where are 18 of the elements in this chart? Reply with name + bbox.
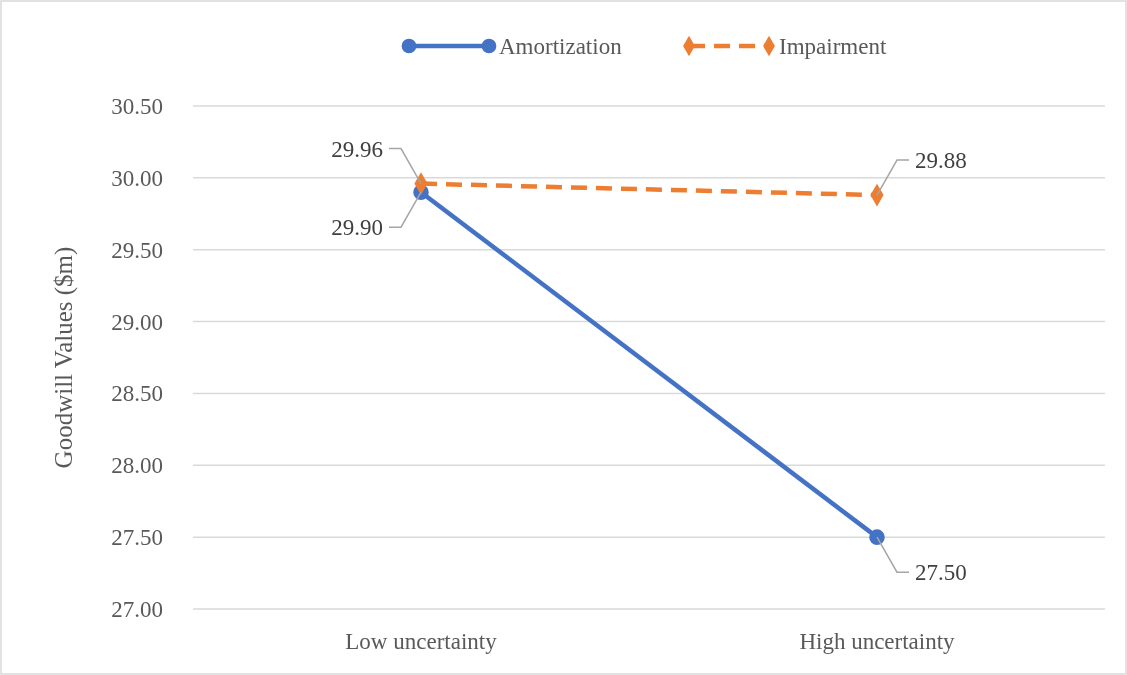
y-tick-label: 30.50 — [111, 94, 163, 120]
x-tick-label: Low uncertainty — [345, 629, 498, 654]
data-label: 27.50 — [915, 560, 967, 586]
legend-label: Impairment — [779, 34, 887, 60]
y-tick-label: 29.00 — [111, 309, 163, 335]
data-label: 29.96 — [331, 136, 383, 162]
data-label: 29.90 — [331, 215, 383, 241]
legend-label: Amortization — [499, 34, 623, 60]
point — [869, 529, 885, 545]
x-tick-label: High uncertainty — [799, 629, 956, 654]
y-tick-label: 27.50 — [111, 525, 163, 551]
y-tick-label: 27.00 — [111, 597, 163, 623]
y-tick-label: 28.50 — [111, 381, 163, 407]
y-tick-label: 28.00 — [111, 453, 163, 479]
y-tick-label: 30.00 — [111, 165, 163, 191]
y-axis-title: Goodwill Values ($m) — [50, 246, 78, 469]
data-label: 29.88 — [915, 148, 967, 174]
y-tick-label: 29.50 — [111, 237, 163, 263]
